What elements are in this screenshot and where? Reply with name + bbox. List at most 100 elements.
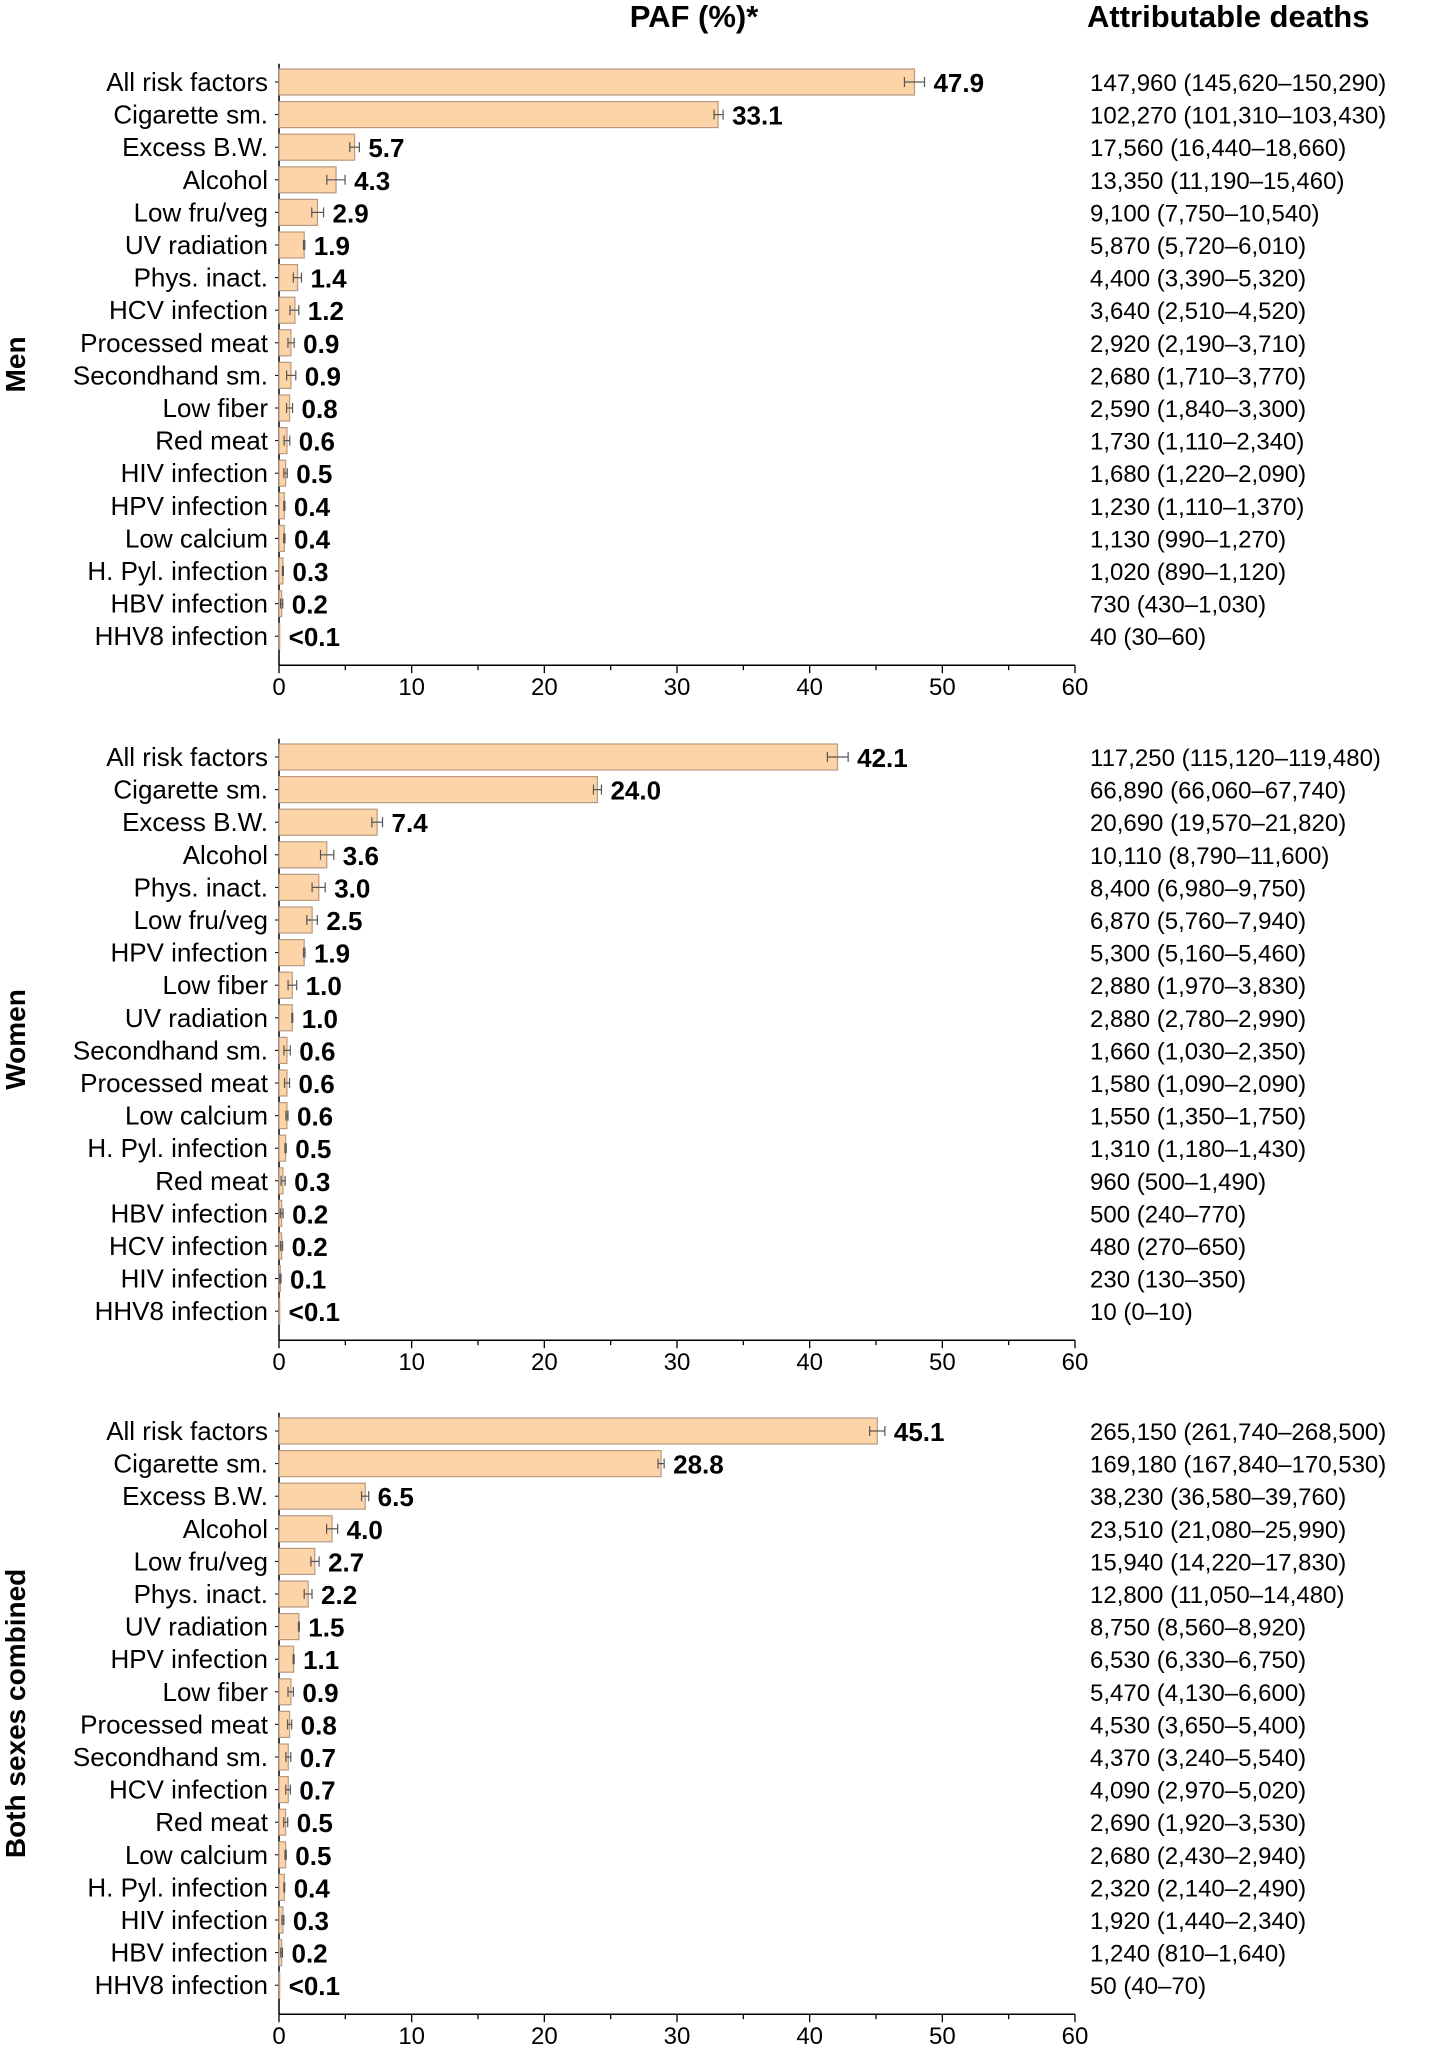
category-label: HBV infection (110, 1198, 268, 1228)
x-tick-label: 10 (398, 2023, 425, 2050)
panel-label: Both sexes combined (0, 1569, 31, 1858)
bar-row: Processed meat 0.6 1,580 (1,090–2,090) (80, 1068, 1306, 1099)
attributable-deaths: 4,370 (3,240–5,540) (1090, 1745, 1306, 1772)
data-label: 0.3 (293, 1906, 329, 1936)
attributable-deaths: 480 (270–650) (1090, 1234, 1246, 1261)
bar-row: HCV infection 0.7 4,090 (2,970–5,020) (109, 1775, 1306, 1806)
attributable-deaths: 1,240 (810–1,640) (1090, 1941, 1286, 1968)
data-label: 1.9 (314, 939, 350, 969)
attributable-deaths: 1,730 (1,110–2,340) (1090, 429, 1304, 456)
bar (278, 775, 598, 804)
panel-label: Men (0, 336, 31, 392)
category-label: Cigarette sm. (113, 1449, 268, 1479)
attributable-deaths: 169,180 (167,840–170,530) (1090, 1452, 1386, 1479)
data-label: 2.7 (328, 1547, 364, 1577)
category-label: Secondhand sm. (73, 1035, 268, 1065)
bar (278, 231, 305, 259)
bar (278, 1971, 281, 1999)
data-label: 4.0 (347, 1515, 383, 1545)
x-tick-label: 10 (398, 674, 425, 701)
data-label: 0.2 (292, 590, 328, 620)
data-label: 0.6 (299, 1036, 335, 1066)
attributable-deaths: 3,640 (2,510–4,520) (1090, 298, 1306, 325)
attributable-deaths: 5,470 (4,130–6,600) (1090, 1680, 1306, 1707)
data-label: 0.8 (301, 1710, 337, 1740)
attributable-deaths: 17,560 (16,440–18,660) (1090, 135, 1346, 162)
data-label: 1.9 (314, 231, 350, 261)
attributable-deaths: 8,400 (6,980–9,750) (1090, 875, 1306, 902)
bar-row: HHV8 infection <0.1 10 (0–10) (95, 1296, 1193, 1327)
x-tick-label: 20 (531, 2023, 558, 2050)
bar (278, 1547, 316, 1576)
x-tick-label: 40 (796, 1349, 823, 1376)
category-label: Processed meat (80, 1709, 269, 1739)
bar-row: HPV infection 1.9 5,300 (5,160–5,460) (110, 938, 1306, 969)
data-label: 1.0 (306, 971, 342, 1001)
attributable-deaths: 50 (40–70) (1090, 1973, 1206, 2000)
data-label: 0.7 (299, 1776, 335, 1806)
attributable-deaths: 4,530 (3,650–5,400) (1090, 1712, 1306, 1739)
panel-label: Women (0, 989, 31, 1090)
attributable-deaths: 1,230 (1,110–1,370) (1090, 494, 1304, 521)
x-tick-label: 50 (929, 2023, 956, 2050)
bar (278, 1645, 295, 1673)
bar-row: H. Pyl. infection 0.4 2,320 (2,140–2,490) (87, 1872, 1306, 1903)
category-label: All risk factors (106, 742, 268, 772)
category-label: Red meat (155, 1807, 268, 1837)
category-label: UV radiation (125, 1003, 268, 1033)
bar (278, 68, 916, 96)
bar (278, 743, 839, 771)
bar-row: Cigarette sm. 33.1 102,270 (101,310–103,43… (113, 100, 1386, 131)
bar-row: HHV8 infection <0.1 40 (30–60) (95, 621, 1207, 652)
data-label: 0.5 (297, 1808, 333, 1838)
category-label: Secondhand sm. (73, 1742, 268, 1772)
bar (278, 1482, 366, 1510)
bar-row: All risk factors 42.1 117,250 (115,120–119… (106, 742, 1381, 773)
data-label: 0.9 (303, 329, 339, 359)
attributable-deaths: 8,750 (8,560–8,920) (1090, 1615, 1306, 1642)
attributable-deaths: 147,960 (145,620–150,290) (1090, 70, 1386, 97)
data-label: 0.9 (302, 1678, 338, 1708)
category-label: H. Pyl. infection (87, 1872, 268, 1902)
bar-row: Alcohol 3.6 10,110 (8,790–11,600) (183, 840, 1330, 871)
data-label: 0.2 (292, 1199, 328, 1229)
attributable-deaths: 2,680 (2,430–2,940) (1090, 1843, 1306, 1870)
x-tick-label: 60 (1062, 1349, 1089, 1376)
category-label: Cigarette sm. (113, 100, 268, 130)
bar-row: HIV infection 0.3 1,920 (1,440–2,340) (121, 1905, 1307, 1936)
bar (278, 100, 719, 129)
category-label: Phys. inact. (134, 263, 268, 293)
x-tick-label: 40 (796, 674, 823, 701)
data-label: 0.5 (295, 1134, 331, 1164)
bar (278, 841, 328, 869)
bar-row: HPV infection 0.4 1,230 (1,110–1,370) (110, 491, 1304, 522)
panel-men: Men 0 10 20 30 40 50 60 All risk factors 47.9 147,… (0, 63, 1386, 701)
data-label: 7.4 (392, 808, 429, 838)
data-label: <0.1 (289, 1971, 340, 2001)
data-label: 2.5 (326, 906, 362, 936)
bar-row: UV radiation 1.5 8,750 (8,560–8,920) (125, 1612, 1306, 1643)
category-label: HPV infection (110, 491, 268, 521)
category-label: Cigarette sm. (113, 775, 268, 805)
bar-row: Red meat 0.3 960 (500–1,490) (155, 1166, 1266, 1197)
data-label: 0.3 (292, 557, 328, 587)
category-label: HPV infection (110, 1644, 268, 1674)
category-label: Excess B.W. (122, 132, 268, 162)
attributable-deaths: 2,590 (1,840–3,300) (1090, 396, 1306, 423)
attributable-deaths: 1,020 (890–1,120) (1090, 559, 1286, 586)
category-label: Excess B.W. (122, 1481, 268, 1511)
bar-row: Cigarette sm. 24.0 66,890 (66,060–67,740) (113, 775, 1346, 806)
chart-title: PAF (%)* (630, 0, 760, 34)
data-label: 2.9 (333, 198, 369, 228)
category-label: Low calcium (125, 1101, 268, 1131)
data-label: 0.2 (292, 1232, 328, 1262)
data-label: 0.8 (302, 394, 338, 424)
attributable-deaths: 1,550 (1,350–1,750) (1090, 1104, 1306, 1131)
attributable-deaths: 10 (0–10) (1090, 1299, 1193, 1326)
bar-row: Low fru/veg 2.5 6,870 (5,760–7,940) (134, 905, 1307, 936)
data-label: 5.7 (368, 133, 404, 163)
attributable-deaths: 1,920 (1,440–2,340) (1090, 1908, 1306, 1935)
bar (278, 808, 378, 836)
bar-row: HHV8 infection <0.1 50 (40–70) (95, 1970, 1207, 2001)
